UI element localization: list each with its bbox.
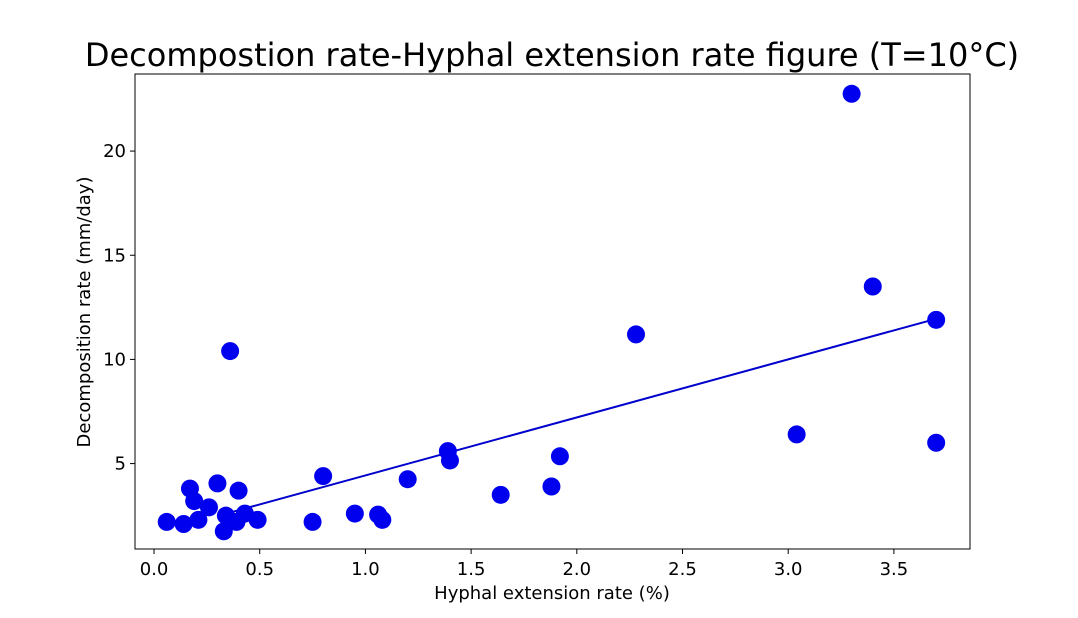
data-point xyxy=(927,433,946,452)
data-point xyxy=(221,342,240,361)
plot-marks xyxy=(157,84,946,541)
data-point xyxy=(229,481,248,500)
data-point xyxy=(303,512,322,531)
x-tick-label: 3.5 xyxy=(880,559,909,580)
data-point xyxy=(248,510,267,529)
data-point xyxy=(185,492,204,511)
y-axis-label: Decomposition rate (mm/day) xyxy=(74,177,95,448)
plot-frame xyxy=(134,73,971,550)
data-point xyxy=(314,467,333,486)
x-tick-label: 0.0 xyxy=(140,559,169,580)
data-point xyxy=(373,510,392,529)
data-point xyxy=(787,425,806,444)
y-tick-label: 10 xyxy=(103,349,126,370)
data-point xyxy=(863,277,882,296)
data-point xyxy=(214,522,233,541)
data-point xyxy=(542,477,561,496)
x-tick-label: 2.0 xyxy=(562,559,591,580)
x-tick-label: 0.5 xyxy=(245,559,274,580)
x-tick-label: 2.5 xyxy=(668,559,697,580)
data-point xyxy=(842,84,861,103)
x-tick-label: 1.5 xyxy=(457,559,486,580)
chart-title: Decompostion rate-Hyphal extension rate … xyxy=(85,36,1019,74)
data-point xyxy=(398,470,417,489)
x-tick-label: 3.0 xyxy=(774,559,803,580)
x-axis: 0.0 0.5 1.0 1.5 2.0 2.5 3.0 3.5 xyxy=(140,549,909,580)
trend-line xyxy=(229,317,937,514)
data-point xyxy=(345,504,364,523)
data-point xyxy=(199,498,218,517)
data-point xyxy=(927,310,946,329)
data-point xyxy=(157,512,176,531)
data-point xyxy=(189,510,208,529)
data-point xyxy=(550,447,569,466)
x-axis-label: Hyphal extension rate (%) xyxy=(434,583,670,604)
data-point xyxy=(227,512,246,531)
data-point xyxy=(174,515,193,533)
data-point xyxy=(627,325,645,344)
data-point xyxy=(208,474,227,493)
y-tick-label: 15 xyxy=(103,245,126,266)
x-tick-label: 1.0 xyxy=(351,559,380,580)
y-tick-label: 20 xyxy=(103,141,126,162)
data-point xyxy=(440,451,459,470)
y-tick-label: 5 xyxy=(115,454,126,475)
data-point xyxy=(491,485,510,504)
y-axis: 5 10 15 20 xyxy=(103,141,135,475)
